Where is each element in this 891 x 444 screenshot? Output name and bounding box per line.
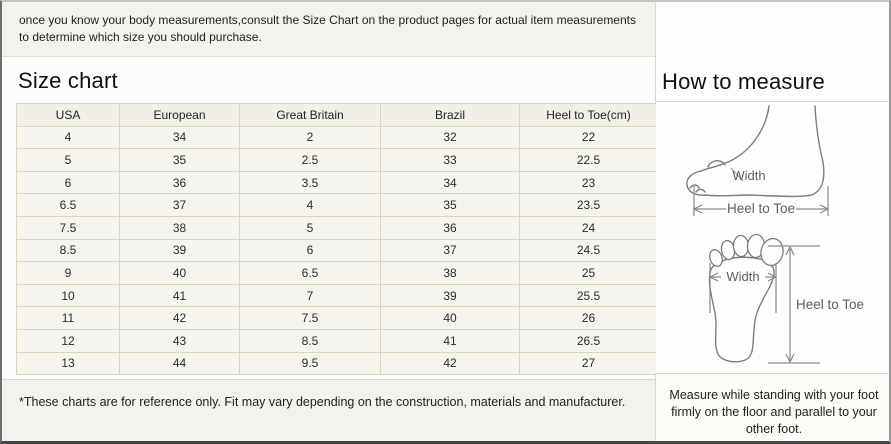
table-header-row: USA European Great Britain Brazil Heel to To… <box>16 103 658 127</box>
table-cell: 12 <box>16 328 120 353</box>
table-row: 12 43 8.5 41 26.5 <box>16 328 658 353</box>
table-cell: 2.5 <box>239 148 381 172</box>
table-cell: 26.5 <box>519 328 658 353</box>
table-row: 6.5 37 4 35 23.5 <box>16 193 658 217</box>
footprint-length-measure <box>768 245 820 364</box>
table-cell: 6.5 <box>239 261 381 285</box>
table-cell: 38 <box>380 261 520 285</box>
table-cell: 11 <box>16 306 120 330</box>
size-chart-table-wrap: USA European Great Britain Brazil Heel to To… <box>2 103 658 376</box>
table-cell: 37 <box>119 193 240 217</box>
how-to-measure-title: How to measure <box>662 69 825 94</box>
table-cell: 9.5 <box>239 351 381 376</box>
side-width-label: Width <box>732 168 765 183</box>
table-cell: 35 <box>119 148 240 172</box>
foot-side-view-icon: Width Heel to Toe <box>686 105 830 216</box>
table-row: 6 36 3.5 34 23 <box>16 170 658 195</box>
table-row: 4 34 2 32 22 <box>16 125 658 150</box>
table-cell: 22.5 <box>519 148 658 172</box>
table-cell: 36 <box>119 170 240 195</box>
footprint-top-view-icon: Width Heel to Toe <box>708 233 864 364</box>
footprint-width-measure <box>708 263 778 313</box>
table-cell: 6 <box>239 238 381 263</box>
table-row: 8.5 39 6 37 24.5 <box>16 238 658 263</box>
table-cell: 7 <box>239 283 381 308</box>
table-cell: 9 <box>16 261 120 285</box>
footprint-width-label: Width <box>726 269 759 284</box>
side-length-label: Heel to Toe <box>727 201 795 216</box>
size-chart-title: Size chart <box>18 68 118 93</box>
table-cell: 35 <box>380 193 520 217</box>
table-cell: 2 <box>239 125 381 150</box>
column-header: Great Britain <box>239 103 381 127</box>
table-cell: 40 <box>119 261 240 285</box>
table-cell: 39 <box>119 238 240 263</box>
table-cell: 23 <box>519 170 658 195</box>
measure-instruction-text: Measure while standing with your foot fi… <box>669 388 879 436</box>
footnote-text: *These charts are for reference only. Fi… <box>19 395 626 410</box>
table-cell: 22 <box>519 125 658 150</box>
footnote-band: *These charts are for reference only. Fi… <box>2 379 655 441</box>
diagram-area: Width Heel to Toe <box>656 102 889 374</box>
table-cell: 26 <box>519 306 658 330</box>
table-row: 11 42 7.5 40 26 <box>16 306 658 330</box>
table-row: 13 44 9.5 42 27 <box>16 351 658 376</box>
table-cell: 8.5 <box>16 238 120 263</box>
how-to-measure-section: How to measure <box>656 2 889 441</box>
table-cell: 13 <box>16 351 120 376</box>
table-cell: 4 <box>239 193 381 217</box>
table-cell: 6.5 <box>16 193 120 217</box>
table-cell: 27 <box>519 351 658 376</box>
table-cell: 41 <box>119 283 240 308</box>
table-cell: 4 <box>16 125 120 150</box>
table-cell: 5 <box>239 215 381 240</box>
table-cell: 32 <box>380 125 520 150</box>
footprint-length-label: Heel to Toe <box>796 297 864 312</box>
table-cell: 5 <box>16 148 120 172</box>
how-to-measure-header: How to measure <box>656 2 889 102</box>
size-chart-table: USA European Great Britain Brazil Heel to To… <box>16 103 658 376</box>
table-cell: 25 <box>519 261 658 285</box>
intro-band: once you know your body measurements,con… <box>2 2 655 57</box>
table-cell: 33 <box>380 148 520 172</box>
table-cell: 24 <box>519 215 658 240</box>
table-cell: 38 <box>119 215 240 240</box>
table-cell: 44 <box>119 351 240 376</box>
table-cell: 37 <box>380 238 520 263</box>
measure-instruction-band: Measure while standing with your foot fi… <box>656 374 889 441</box>
intro-text: once you know your body measurements,con… <box>19 13 636 44</box>
table-cell: 41 <box>380 328 520 353</box>
column-header: European <box>119 103 240 127</box>
column-header: Heel to Toe(cm) <box>519 103 658 127</box>
table-cell: 8.5 <box>239 328 381 353</box>
table-row: 5 35 2.5 33 22.5 <box>16 148 658 172</box>
size-chart-header: Size chart <box>2 57 655 103</box>
table-cell: 25.5 <box>519 283 658 308</box>
table-cell: 36 <box>380 215 520 240</box>
table-row: 7.5 38 5 36 24 <box>16 215 658 240</box>
table-cell: 42 <box>119 306 240 330</box>
side-heel-to-toe-measure <box>692 186 830 216</box>
table-row: 10 41 7 39 25.5 <box>16 283 658 308</box>
table-cell: 7.5 <box>239 306 381 330</box>
table-cell: 7.5 <box>16 215 120 240</box>
table-cell: 43 <box>119 328 240 353</box>
size-chart-section: once you know your body measurements,con… <box>2 2 658 441</box>
table-cell: 42 <box>380 351 520 376</box>
table-cell: 24.5 <box>519 238 658 263</box>
table-cell: 6 <box>16 170 120 195</box>
table-cell: 39 <box>380 283 520 308</box>
table-cell: 10 <box>16 283 120 308</box>
column-header: USA <box>16 103 120 127</box>
table-row: 9 40 6.5 38 25 <box>16 261 658 285</box>
table-cell: 34 <box>119 125 240 150</box>
column-header: Brazil <box>380 103 520 127</box>
table-cell: 23.5 <box>519 193 658 217</box>
table-cell: 40 <box>380 306 520 330</box>
table-cell: 3.5 <box>239 170 381 195</box>
table-cell: 34 <box>380 170 520 195</box>
